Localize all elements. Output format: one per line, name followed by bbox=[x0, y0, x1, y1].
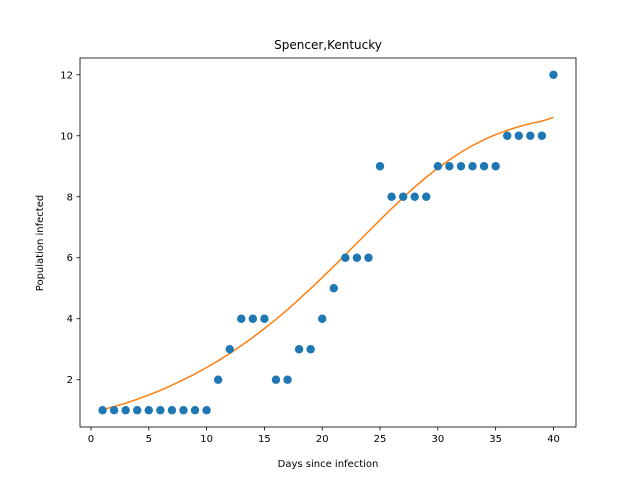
y-tick-label: 4 bbox=[67, 314, 73, 325]
x-tick-label: 40 bbox=[547, 434, 560, 445]
plot-area bbox=[98, 70, 558, 415]
data-point bbox=[479, 162, 489, 171]
data-point bbox=[456, 162, 466, 171]
x-tick-label: 30 bbox=[431, 434, 444, 445]
data-point bbox=[329, 284, 338, 293]
x-tick-label: 10 bbox=[200, 434, 213, 445]
data-point bbox=[514, 131, 523, 140]
x-axis-label: Days since infection bbox=[278, 459, 379, 470]
x-tick-label: 35 bbox=[489, 434, 502, 445]
data-point bbox=[422, 192, 431, 201]
data-point bbox=[248, 314, 258, 323]
y-tick-label: 6 bbox=[67, 253, 73, 264]
data-point bbox=[318, 314, 327, 323]
data-point bbox=[387, 192, 396, 201]
y-tick-label: 10 bbox=[60, 131, 73, 142]
data-point bbox=[468, 162, 477, 171]
data-point bbox=[190, 406, 200, 415]
data-point bbox=[294, 345, 304, 354]
data-point bbox=[121, 406, 130, 415]
x-tick-label: 20 bbox=[316, 434, 329, 445]
data-point bbox=[491, 162, 500, 171]
data-point bbox=[503, 131, 512, 140]
data-point bbox=[398, 192, 408, 201]
data-point bbox=[283, 375, 292, 384]
data-point bbox=[98, 406, 107, 415]
data-point bbox=[341, 253, 350, 262]
data-point bbox=[526, 131, 535, 140]
data-point bbox=[237, 314, 246, 323]
data-point bbox=[109, 406, 119, 415]
data-point bbox=[445, 162, 454, 171]
axes-frame bbox=[79, 57, 577, 428]
data-point bbox=[537, 131, 547, 140]
data-point bbox=[167, 406, 177, 415]
data-point bbox=[213, 375, 223, 384]
y-tick-label: 2 bbox=[67, 375, 73, 386]
fit-line bbox=[102, 116, 554, 411]
data-point bbox=[306, 345, 315, 354]
data-point bbox=[156, 406, 165, 415]
y-tick-label: 8 bbox=[67, 192, 73, 203]
data-point bbox=[179, 406, 188, 415]
axes: 0 5 10 15 20 25 30 35 40 2 4 6 8 10 12 bbox=[60, 57, 577, 445]
x-tick-label: 15 bbox=[258, 434, 271, 445]
data-point bbox=[133, 406, 142, 415]
data-point bbox=[549, 70, 558, 79]
x-tick-label: 0 bbox=[88, 434, 94, 445]
chart-title: Spencer,Kentucky bbox=[274, 38, 382, 52]
data-point bbox=[410, 192, 419, 201]
y-tick-label: 12 bbox=[60, 70, 73, 81]
data-point bbox=[433, 162, 443, 171]
x-tick-label: 5 bbox=[146, 434, 152, 445]
x-tick-label: 25 bbox=[374, 434, 387, 445]
data-point bbox=[352, 253, 362, 262]
data-point bbox=[375, 162, 385, 171]
data-point bbox=[271, 375, 281, 384]
data-point bbox=[225, 345, 234, 354]
data-point bbox=[260, 314, 269, 323]
y-axis-label: Population infected bbox=[35, 195, 46, 291]
data-point bbox=[202, 406, 211, 415]
data-point bbox=[144, 406, 153, 415]
data-point bbox=[364, 253, 373, 262]
